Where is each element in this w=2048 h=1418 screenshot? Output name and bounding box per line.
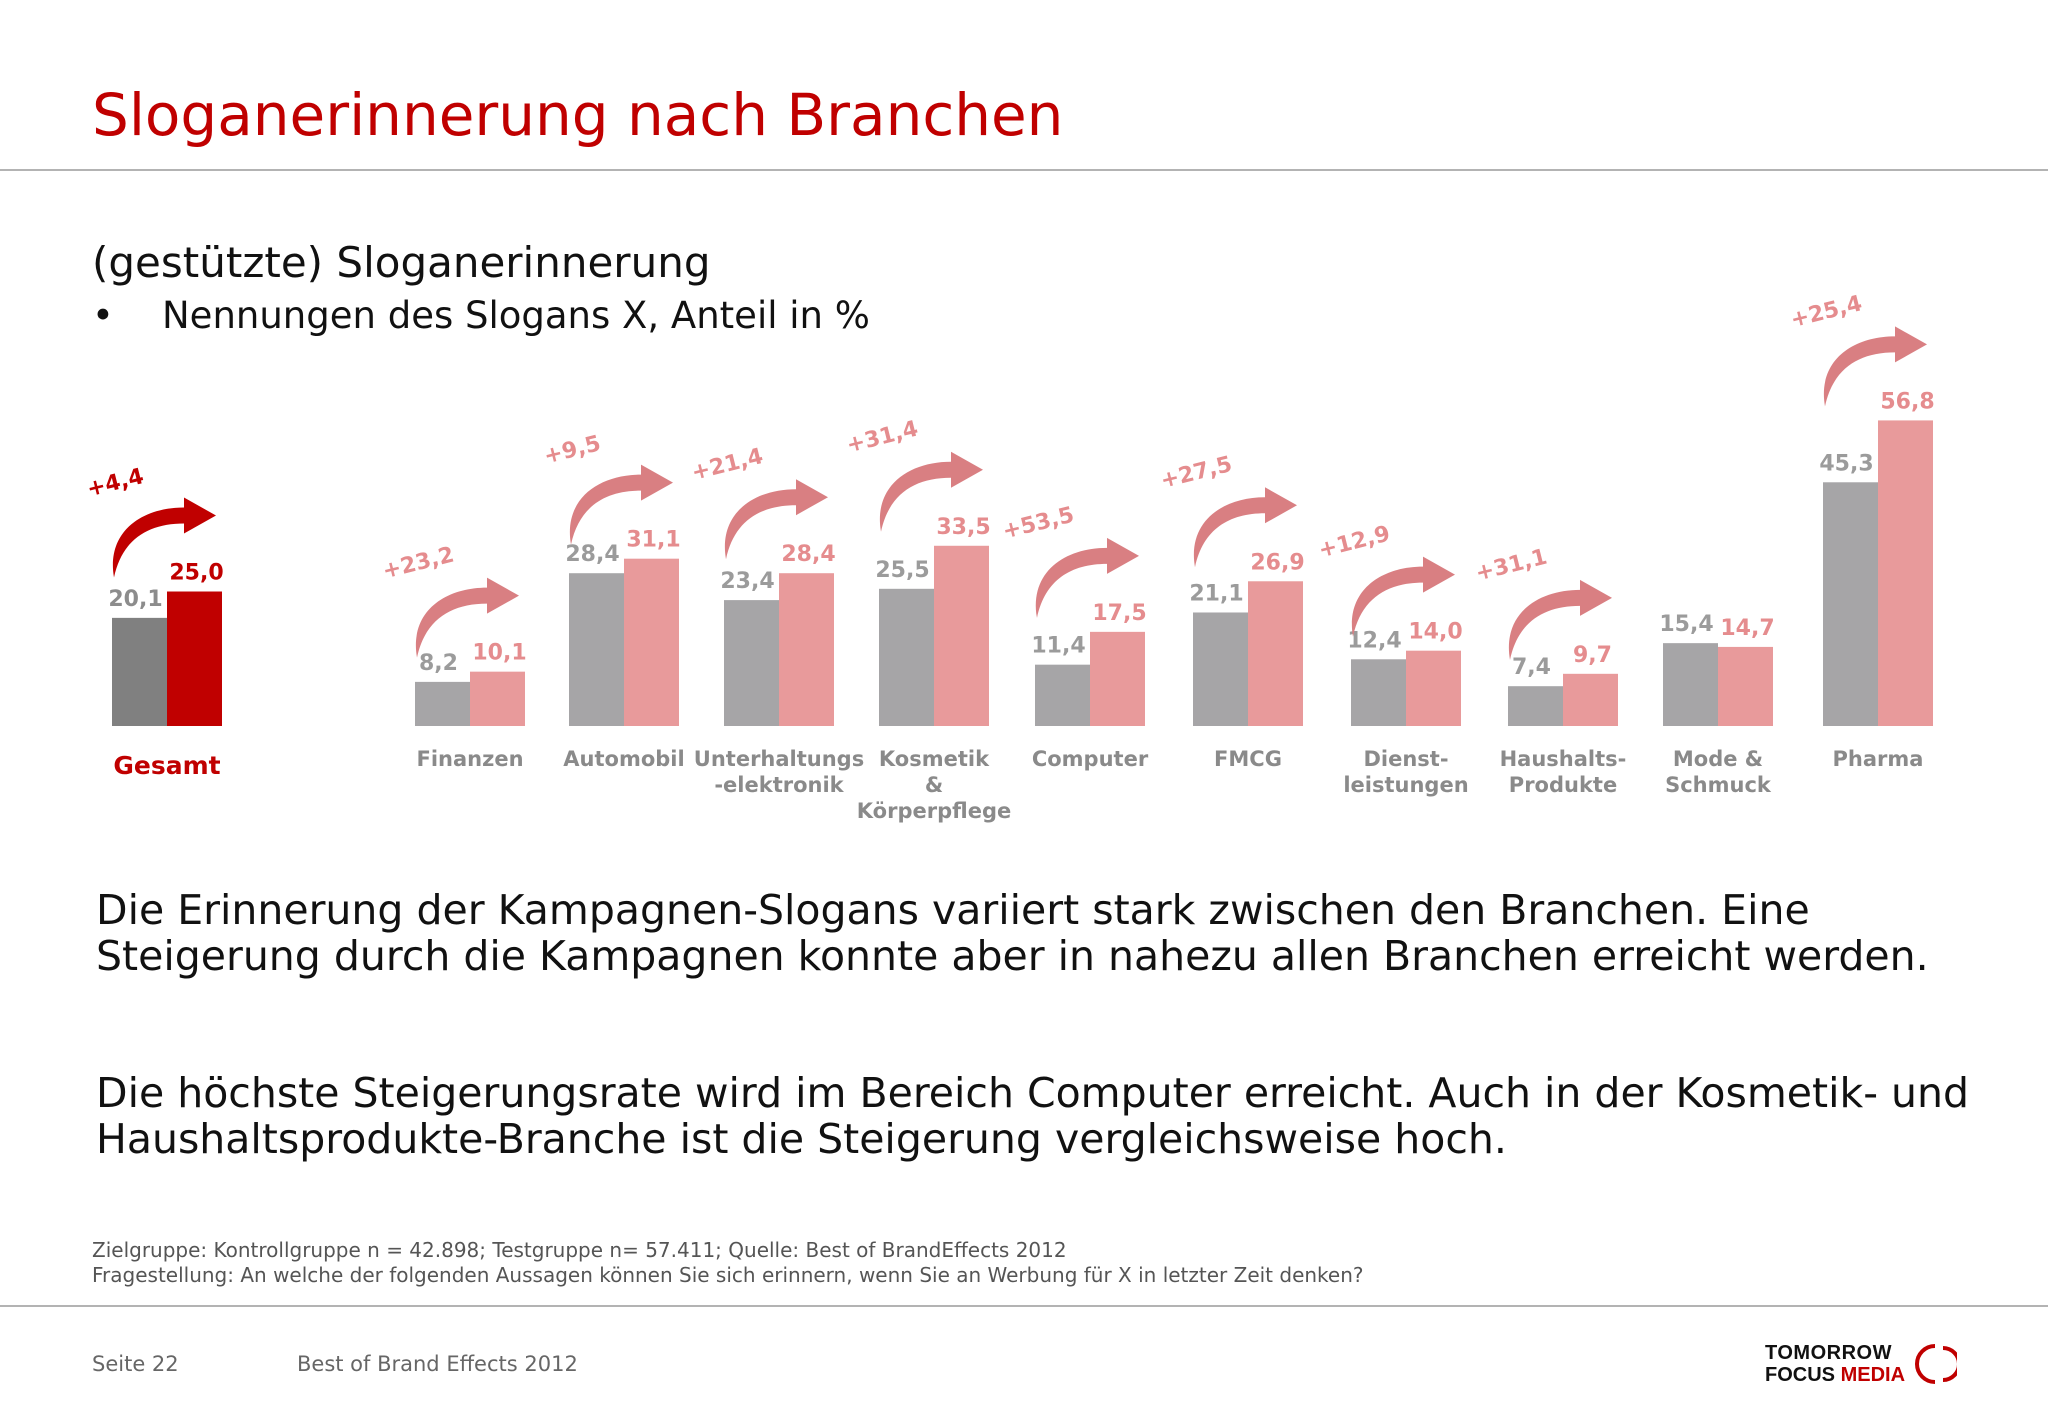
bar-control <box>1663 643 1718 726</box>
bar-control <box>112 617 167 726</box>
value-label-test: 14,0 <box>1408 620 1462 645</box>
value-label-control: 28,4 <box>565 542 619 567</box>
bar-control <box>1351 659 1406 726</box>
title-divider <box>0 169 2048 171</box>
logo-bracket-icon <box>1915 1344 1957 1384</box>
slide-title: Sloganerinnerung nach Branchen <box>92 81 1064 149</box>
category-label: Mode & <box>1673 747 1763 771</box>
delta-label: +23,2 <box>380 542 457 584</box>
value-label-test: 9,7 <box>1573 643 1612 668</box>
bar-control <box>879 588 934 726</box>
category-label: Automobil <box>563 747 684 771</box>
category-label: -elektronik <box>714 773 844 797</box>
bar-test <box>1563 673 1618 726</box>
category-label: Produkte <box>1509 773 1617 797</box>
value-label-test: 56,8 <box>1880 389 1934 414</box>
value-label-control: 7,4 <box>1512 655 1551 680</box>
category-label: & <box>925 773 943 797</box>
category-label: Dienst- <box>1363 747 1448 771</box>
value-label-test: 31,1 <box>626 528 680 553</box>
value-label-test: 28,4 <box>781 542 835 567</box>
category-label: Haushalts- <box>1500 747 1627 771</box>
category-label: Kosmetik <box>879 747 990 771</box>
category-label: Schmuck <box>1665 773 1772 797</box>
category-label: Unterhaltungs <box>694 747 864 771</box>
bar-test <box>1406 650 1461 726</box>
bar-control <box>1193 612 1248 726</box>
finding-paragraph-1: Die Erinnerung der Kampagnen-Slogans var… <box>96 886 1929 980</box>
footnote-sample: Zielgruppe: Kontrollgruppe n = 42.898; T… <box>92 1238 1067 1262</box>
delta-label: +31,1 <box>1473 545 1550 587</box>
delta-label: +31,4 <box>844 417 921 459</box>
bar-control <box>569 573 624 726</box>
bar-control <box>1035 664 1090 726</box>
value-label-test: 10,1 <box>472 641 526 666</box>
value-label-control: 8,2 <box>419 651 458 676</box>
value-label-control: 11,4 <box>1031 634 1085 659</box>
footer-source: Best of Brand Effects 2012 <box>297 1352 578 1376</box>
bar-control <box>724 600 779 726</box>
delta-label: +4,4 <box>85 464 147 502</box>
bar-control <box>1508 686 1563 726</box>
delta-label: +21,4 <box>689 444 766 486</box>
bar-control <box>1823 482 1878 726</box>
bar-control <box>415 681 470 726</box>
logo-text-top: TOMORROW <box>1765 1342 1892 1364</box>
value-label-test: 33,5 <box>936 515 990 540</box>
category-label: Finanzen <box>416 747 523 771</box>
delta-label: +25,4 <box>1788 291 1865 333</box>
bar-test <box>1878 420 1933 726</box>
bar-test <box>1718 646 1773 726</box>
page-number: Seite 22 <box>92 1352 179 1376</box>
value-label-control: 12,4 <box>1347 628 1401 653</box>
value-label-control: 25,5 <box>875 558 929 583</box>
bullet-marker: • <box>92 294 114 337</box>
delta-label: +53,5 <box>1000 503 1077 545</box>
delta-label: +12,9 <box>1316 521 1393 563</box>
category-label: leistungen <box>1343 773 1468 797</box>
logo-text-bottom: FOCUS MEDIA <box>1765 1364 1905 1387</box>
bar-test <box>779 573 834 726</box>
value-label-control: 21,1 <box>1189 581 1243 606</box>
category-label: Körperpflege <box>857 799 1011 823</box>
delta-label: +27,5 <box>1158 452 1235 494</box>
category-label: Pharma <box>1833 747 1924 771</box>
logo-text-focus: FOCUS <box>1765 1364 1841 1386</box>
bullet-text: Nennungen des Slogans X, Anteil in % <box>162 294 870 337</box>
value-label-test: 17,5 <box>1092 601 1146 626</box>
value-label-control: 20,1 <box>108 587 162 612</box>
logo-text-media: MEDIA <box>1840 1364 1906 1386</box>
bar-chart: 20,1 25,0 Gesamt +4,4 8,2 10,1 Finanzen +23,2 28… <box>85 291 1935 823</box>
category-label: Computer <box>1032 747 1149 771</box>
value-label-test: 26,9 <box>1250 550 1304 575</box>
delta-label: +9,5 <box>542 431 604 469</box>
value-label-test: 14,7 <box>1720 616 1774 641</box>
value-label-control: 45,3 <box>1819 451 1873 476</box>
bar-test <box>1090 631 1145 726</box>
finding-paragraph-2: Die höchste Steigerungsrate wird im Bere… <box>96 1069 1970 1163</box>
category-label: FMCG <box>1214 747 1282 771</box>
footer-divider <box>0 1305 2048 1307</box>
value-label-test: 25,0 <box>169 561 223 586</box>
chart-subtitle: (gestützte) Sloganerinnerung <box>92 238 711 287</box>
footnote-question: Fragestellung: An welche der folgenden A… <box>92 1263 1364 1287</box>
bar-test <box>167 591 222 726</box>
category-label: Gesamt <box>113 751 220 780</box>
bar-test <box>624 558 679 726</box>
value-label-control: 23,4 <box>720 569 774 594</box>
bar-test <box>470 671 525 726</box>
value-label-control: 15,4 <box>1659 612 1713 637</box>
company-logo: TOMORROW FOCUS MEDIA <box>1765 1342 1965 1390</box>
bar-test <box>934 545 989 726</box>
bullet-item: • Nennungen des Slogans X, Anteil in % <box>92 294 870 337</box>
bar-test <box>1248 581 1303 726</box>
